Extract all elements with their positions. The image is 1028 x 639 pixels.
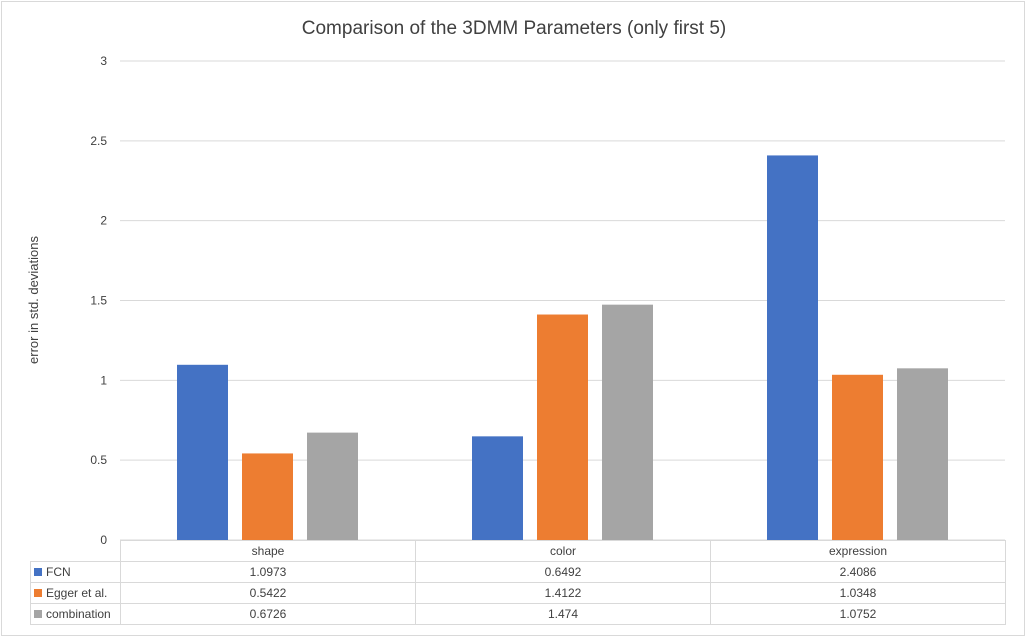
bar-shape-1 xyxy=(177,364,228,540)
bar-color-2 xyxy=(537,314,588,540)
bar-color-3 xyxy=(602,304,653,540)
category-label: shape xyxy=(120,540,416,562)
legend-swatch xyxy=(34,589,42,597)
bar-shape-3 xyxy=(307,432,358,540)
data-label: 0.6492 xyxy=(415,561,711,583)
table-row: FCN 1.0973 0.6492 2.4086 xyxy=(30,561,1006,583)
data-label: 1.4122 xyxy=(415,582,711,604)
data-label: 1.0973 xyxy=(120,561,416,583)
y-tick-label: 2.5 xyxy=(90,134,107,148)
y-tick-label: 1.5 xyxy=(90,294,107,308)
legend-swatch xyxy=(34,568,42,576)
chart-title: Comparison of the 3DMM Parameters (only … xyxy=(301,18,727,39)
bar-expression-1 xyxy=(767,155,818,540)
legend-entry: combination xyxy=(30,603,121,625)
y-tick-label: 0.5 xyxy=(90,453,107,467)
bar-expression-3 xyxy=(897,368,948,540)
data-label: 0.6726 xyxy=(120,603,416,625)
data-table: shape color expression FCN 1.0973 0.6492 2.408… xyxy=(30,540,1006,625)
bar-expression-2 xyxy=(832,374,883,540)
bar-shape-2 xyxy=(242,453,293,540)
series-name: combination xyxy=(46,607,111,621)
data-label: 1.0348 xyxy=(710,582,1006,604)
bar-color-1 xyxy=(472,436,523,540)
table-header-row: shape color expression xyxy=(30,540,1006,562)
y-tick-label: 1 xyxy=(100,373,107,387)
data-label: 2.4086 xyxy=(710,561,1006,583)
category-label: color xyxy=(415,540,711,562)
series-name: Egger et al. xyxy=(46,586,108,600)
legend-swatch xyxy=(34,610,42,618)
y-axis-label: error in std. deviations xyxy=(26,236,41,364)
legend-entry: Egger et al. xyxy=(30,582,121,604)
series-name: FCN xyxy=(46,565,71,579)
category-label: expression xyxy=(710,540,1006,562)
y-tick-label: 2 xyxy=(100,214,107,228)
y-tick-label: 0 xyxy=(100,533,107,547)
data-label: 1.0752 xyxy=(710,603,1006,625)
legend-entry: FCN xyxy=(30,561,121,583)
table-corner xyxy=(30,540,121,562)
data-label: 0.5422 xyxy=(120,582,416,604)
table-row: combination 0.6726 1.474 1.0752 xyxy=(30,603,1006,625)
data-label: 1.474 xyxy=(415,603,711,625)
table-row: Egger et al. 0.5422 1.4122 1.0348 xyxy=(30,582,1006,604)
y-tick-label: 3 xyxy=(100,54,107,68)
